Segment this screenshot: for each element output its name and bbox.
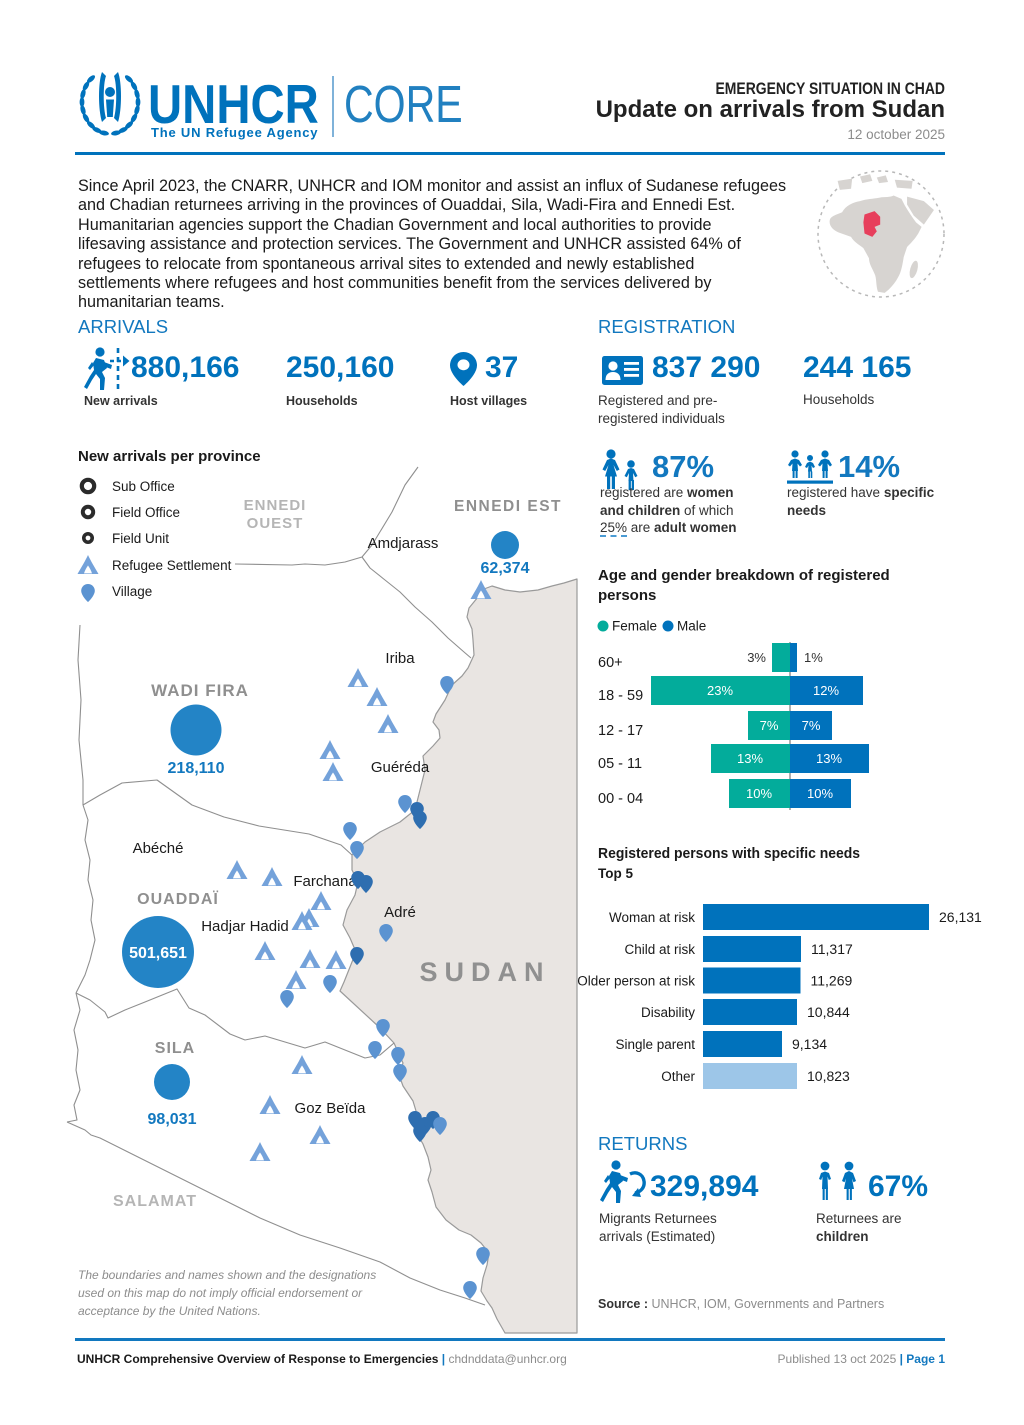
svg-text:11,317: 11,317 (811, 941, 853, 957)
svg-text:Field Office: Field Office (112, 505, 180, 520)
svg-text:Woman at risk: Woman at risk (609, 910, 695, 925)
svg-text:26,131: 26,131 (939, 909, 982, 925)
svg-text:acceptance by the United Natio: acceptance by the United Nations. (78, 1304, 261, 1318)
svg-text:7%: 7% (802, 718, 821, 733)
svg-text:218,110: 218,110 (168, 760, 225, 777)
svg-text:Amdjarass: Amdjarass (368, 535, 439, 552)
svg-text:Village: Village (112, 584, 152, 599)
svg-text:Guéréda: Guéréda (371, 759, 430, 776)
svg-text:Female: Female (612, 619, 657, 634)
svg-text:00 - 04: 00 - 04 (598, 791, 643, 807)
svg-text:Goz Beïda: Goz Beïda (295, 1100, 367, 1117)
svg-text:10%: 10% (807, 786, 833, 801)
svg-text:New arrivals per province: New arrivals per province (78, 448, 261, 465)
svg-text:Sub Office: Sub Office (112, 479, 175, 494)
svg-text:Hadjar Hadid: Hadjar Hadid (201, 918, 289, 935)
svg-text:3%: 3% (747, 650, 766, 665)
svg-text:98,031: 98,031 (148, 1111, 197, 1128)
svg-text:SALAMAT: SALAMAT (113, 1193, 197, 1210)
svg-text:7%: 7% (760, 718, 779, 733)
svg-text:Abéché: Abéché (133, 840, 184, 857)
svg-text:9,134: 9,134 (792, 1036, 827, 1052)
svg-text:Male: Male (677, 619, 706, 634)
svg-text:WADI FIRA: WADI FIRA (151, 681, 249, 700)
svg-text:60+: 60+ (598, 655, 623, 671)
svg-text:SUDAN: SUDAN (419, 957, 550, 987)
svg-text:OUEST: OUEST (247, 515, 304, 532)
svg-text:ENNEDI EST: ENNEDI EST (454, 498, 562, 515)
svg-text:1%: 1% (804, 650, 823, 665)
svg-text:10,823: 10,823 (807, 1068, 850, 1084)
svg-text:Iriba: Iriba (385, 650, 415, 667)
svg-text:23%: 23% (707, 683, 733, 698)
svg-text:ENNEDI: ENNEDI (244, 497, 307, 514)
svg-text:12%: 12% (813, 683, 839, 698)
svg-text:12 - 17: 12 - 17 (598, 723, 643, 739)
svg-text:used on this map do not imply: used on this map do not imply official e… (78, 1286, 363, 1300)
svg-text:OUADDAÏ: OUADDAÏ (137, 890, 219, 908)
svg-text:Farchana: Farchana (293, 873, 357, 890)
svg-text:Adré: Adré (384, 904, 416, 921)
svg-text:05 - 11: 05 - 11 (598, 756, 642, 772)
svg-text:Other: Other (661, 1069, 695, 1084)
svg-text:11,269: 11,269 (811, 973, 853, 989)
svg-text:Disability: Disability (641, 1005, 695, 1020)
svg-text:10,844: 10,844 (807, 1004, 850, 1020)
svg-text:10%: 10% (746, 786, 772, 801)
svg-text:13%: 13% (737, 751, 763, 766)
svg-text:Refugee Settlement: Refugee Settlement (112, 558, 232, 573)
svg-text:62,374: 62,374 (481, 560, 530, 577)
svg-text:Single parent: Single parent (615, 1037, 695, 1052)
svg-text:Field Unit: Field Unit (112, 531, 169, 546)
svg-text:The boundaries and names shown: The boundaries and names shown and the d… (78, 1268, 376, 1282)
svg-text:18 - 59: 18 - 59 (598, 688, 643, 704)
svg-text:SILA: SILA (155, 1040, 195, 1057)
svg-text:13%: 13% (816, 751, 842, 766)
svg-text:Older person at risk: Older person at risk (577, 974, 695, 989)
svg-text:Child at risk: Child at risk (624, 942, 695, 957)
svg-text:501,651: 501,651 (129, 945, 187, 962)
